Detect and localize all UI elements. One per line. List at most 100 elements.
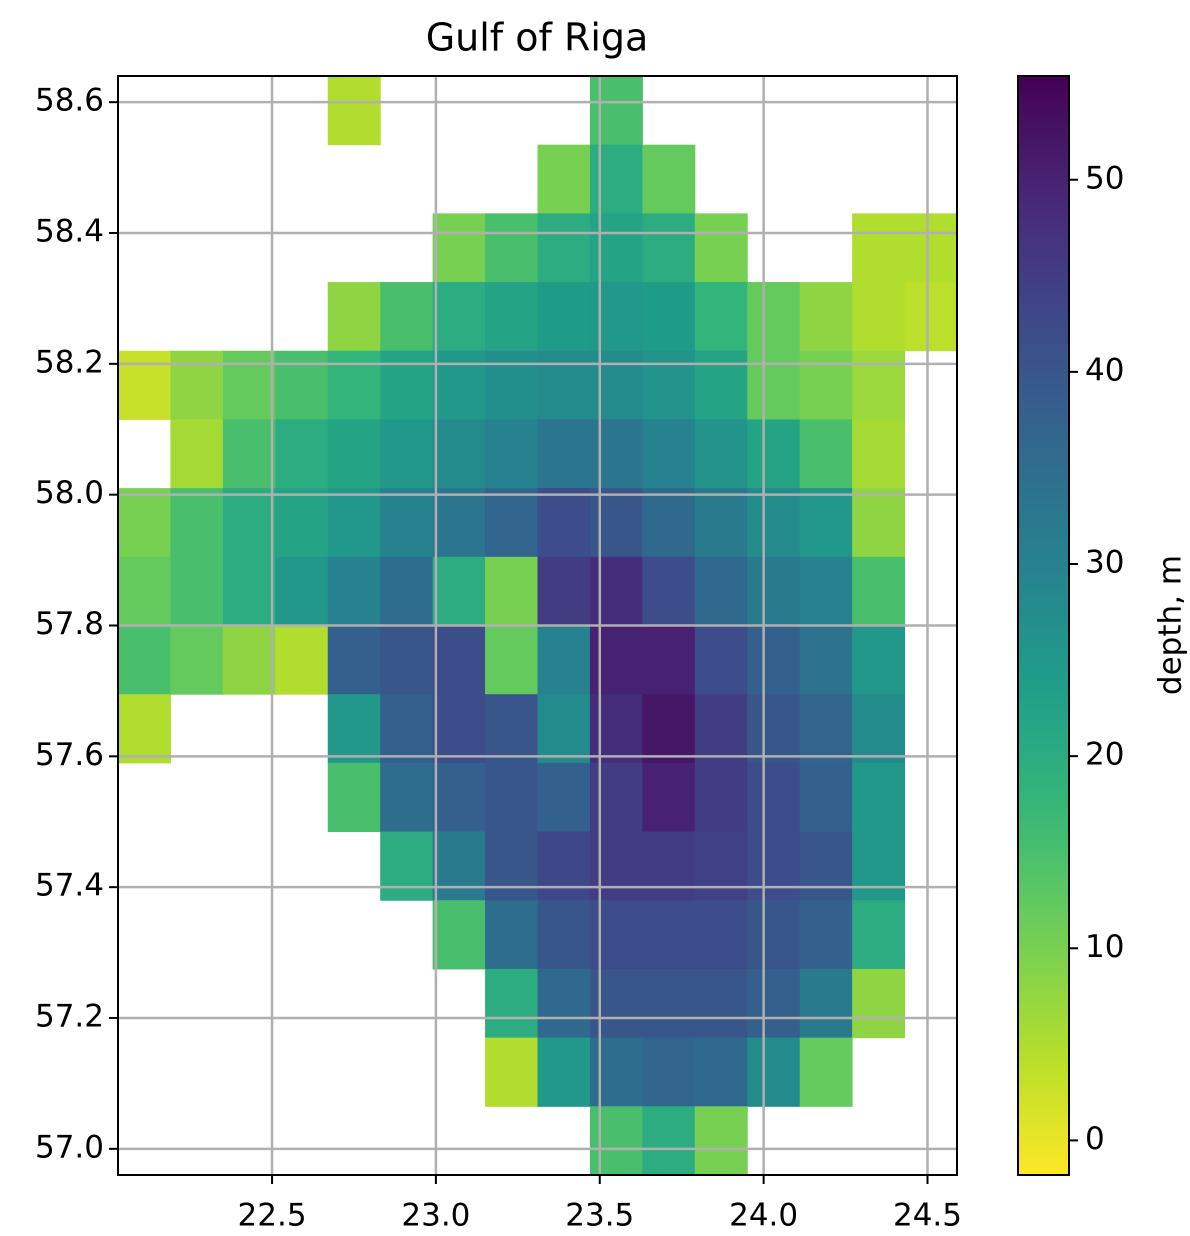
depth-cell — [694, 625, 748, 695]
colorbar-tick-label: 30 — [1085, 545, 1124, 581]
depth-cell — [380, 419, 434, 489]
depth-cell — [747, 419, 801, 489]
depth-cell — [537, 900, 591, 970]
depth-cell — [747, 488, 801, 558]
y-tick-label: 57.0 — [35, 1129, 104, 1165]
depth-cell — [852, 900, 906, 970]
depth-cell — [380, 350, 434, 420]
colorbar — [1017, 75, 1070, 1176]
depth-cell — [747, 556, 801, 626]
depth-cell — [589, 419, 643, 489]
y-tick-label: 57.6 — [35, 737, 104, 773]
depth-cell — [118, 488, 171, 558]
depth-cell — [589, 694, 643, 764]
x-tick-label: 24.5 — [893, 1198, 962, 1234]
depth-cell — [380, 694, 434, 764]
depth-cell — [852, 419, 906, 489]
depth-cell — [852, 213, 906, 283]
depth-cell — [747, 625, 801, 695]
depth-cell — [799, 282, 853, 352]
depth-cell — [537, 762, 591, 833]
depth-cell — [589, 1037, 643, 1107]
depth-cell — [642, 213, 696, 283]
depth-cell — [589, 625, 643, 695]
depth-cell — [589, 762, 643, 833]
depth-cell — [380, 282, 434, 352]
y-tick-label: 58.0 — [35, 475, 104, 511]
depth-cell — [852, 968, 906, 1039]
depth-cell — [222, 556, 276, 626]
depth-cell — [485, 350, 538, 420]
depth-cell — [589, 831, 643, 901]
colorbar-tick-label: 40 — [1085, 352, 1124, 388]
depth-cell — [118, 694, 171, 764]
colorbar-tick-label: 20 — [1085, 737, 1124, 773]
depth-cell — [432, 282, 486, 352]
depth-cell — [485, 694, 538, 764]
y-tick-label: 58.6 — [35, 83, 104, 119]
depth-cell — [642, 488, 696, 558]
depth-cell — [904, 282, 958, 352]
x-tick-label: 22.5 — [238, 1198, 307, 1234]
colorbar-tick-label: 10 — [1085, 929, 1124, 965]
depth-cell — [327, 282, 381, 352]
depth-cell — [380, 625, 434, 695]
depth-cell — [694, 831, 748, 901]
depth-cell — [642, 144, 696, 214]
depth-cell — [747, 1037, 801, 1107]
depth-cell — [904, 213, 958, 283]
depth-cell — [485, 1037, 538, 1107]
depth-cell — [537, 694, 591, 764]
depth-cell — [327, 694, 381, 764]
depth-cell — [799, 900, 853, 970]
depth-cell — [537, 419, 591, 489]
y-tick-label: 57.2 — [35, 999, 104, 1035]
depth-cell — [852, 488, 906, 558]
depth-cell — [485, 556, 538, 626]
depth-cell — [642, 282, 696, 352]
depth-cell — [485, 968, 538, 1039]
depth-cell — [852, 556, 906, 626]
depth-cell — [380, 556, 434, 626]
depth-cell — [537, 968, 591, 1039]
chart-title: Gulf of Riga — [426, 16, 649, 60]
depth-cell — [432, 213, 486, 283]
depth-cell — [589, 556, 643, 626]
depth-cell — [799, 625, 853, 695]
depth-cell — [275, 625, 329, 695]
depth-cell — [799, 694, 853, 764]
depth-cell — [432, 625, 486, 695]
depth-cell — [537, 144, 591, 214]
x-tick-label: 24.0 — [729, 1198, 798, 1234]
depth-cell — [432, 488, 486, 558]
depth-cell — [642, 419, 696, 489]
depth-cell — [432, 900, 486, 970]
depth-cell — [380, 831, 434, 901]
depth-cell — [170, 488, 224, 558]
depth-cell — [485, 900, 538, 970]
depth-cell — [589, 144, 643, 214]
depth-cell — [799, 1037, 853, 1107]
depth-cell — [327, 762, 381, 833]
depth-cell — [432, 419, 486, 489]
depth-cell — [799, 488, 853, 558]
depth-cell — [694, 1106, 748, 1176]
depth-cell — [694, 213, 748, 283]
depth-cell — [589, 213, 643, 283]
depth-cell — [118, 556, 171, 626]
depth-cell — [694, 762, 748, 833]
depth-cell — [170, 350, 224, 420]
plot-frame — [117, 75, 958, 1176]
depth-cell — [485, 419, 538, 489]
depth-cell — [642, 762, 696, 833]
depth-cell — [432, 831, 486, 901]
depth-cell — [642, 625, 696, 695]
y-tick-label: 58.2 — [35, 344, 104, 380]
depth-cell — [537, 831, 591, 901]
depth-cell — [747, 282, 801, 352]
depth-cell — [799, 762, 853, 833]
depth-cell — [432, 556, 486, 626]
depth-cell — [589, 488, 643, 558]
